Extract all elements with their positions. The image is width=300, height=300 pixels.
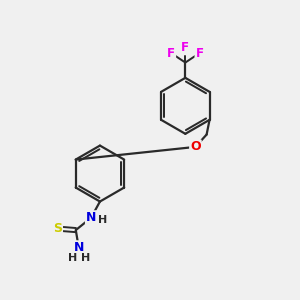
Text: H: H <box>98 215 107 225</box>
Text: S: S <box>53 222 62 235</box>
Text: O: O <box>190 140 201 153</box>
Text: F: F <box>181 41 189 54</box>
Text: N: N <box>86 211 96 224</box>
Text: H: H <box>68 253 77 263</box>
Text: H: H <box>81 253 90 263</box>
Text: F: F <box>196 46 203 60</box>
Text: N: N <box>74 241 84 254</box>
Text: F: F <box>167 46 175 60</box>
